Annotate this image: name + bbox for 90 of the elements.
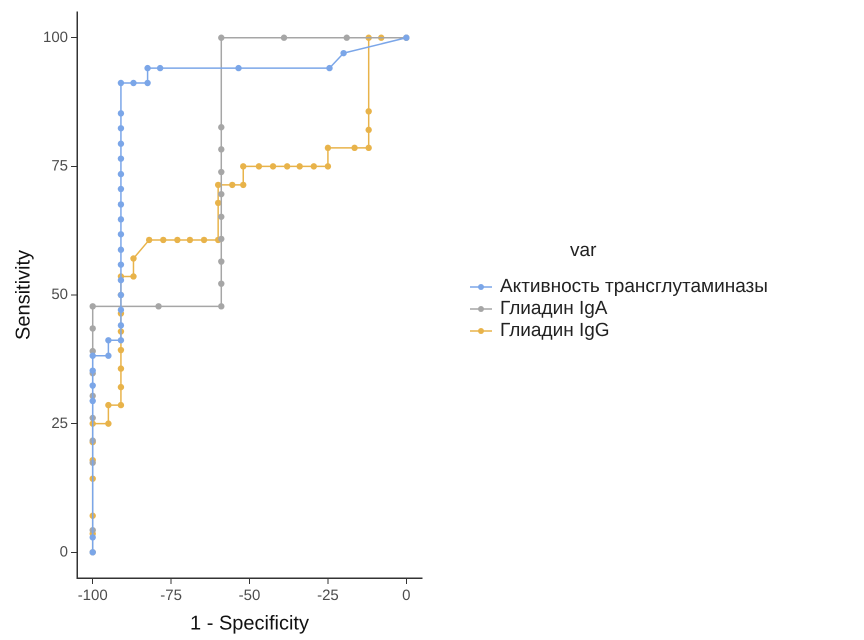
point [144,80,151,86]
point [118,337,124,344]
point [218,124,224,130]
point [296,163,303,170]
y-tick-label: 25 [51,414,68,432]
point [118,186,124,192]
point [200,236,208,244]
point [118,261,124,268]
point [280,34,288,41]
point [90,352,96,359]
x-tick-label: -25 [317,587,339,604]
legend-label: Глиадин IgG [500,320,610,342]
point [218,280,224,287]
point [90,534,96,541]
x-tick-label: -50 [238,587,260,604]
x-tick-label: -100 [78,587,108,604]
point [351,144,358,152]
point [90,398,96,404]
point [229,182,236,188]
point [118,170,124,178]
point [218,34,224,41]
x-axis-title: 1 - Specificity [190,612,309,635]
point [326,64,333,72]
point [118,201,124,208]
point [105,402,112,408]
point [118,110,124,117]
y-tick-label: 0 [60,543,68,560]
point [130,273,137,280]
point [130,255,137,262]
point [118,231,124,238]
legend-label: Глиадин IgA [500,298,608,320]
x-tick-label: 0 [402,587,410,604]
point [118,216,124,223]
point [90,367,96,374]
point [90,382,96,389]
point [270,163,276,170]
point [118,125,124,132]
y-tick-label: 75 [51,158,68,175]
point [118,80,124,86]
point [240,163,246,170]
point [156,64,164,72]
y-tick-label: 100 [42,28,68,46]
point [365,108,372,115]
y-axis-title: Sensitivity [12,250,35,340]
legend-label: Активность трансглутаминазы [500,276,768,298]
point [256,163,262,170]
point [90,303,96,310]
point [310,163,318,170]
point [144,64,151,72]
point [118,384,124,390]
point [218,190,224,198]
point [365,144,372,152]
point [214,200,222,206]
point [324,163,332,170]
x-tick-label: -75 [160,587,182,604]
point [218,258,224,265]
point [105,352,112,359]
point [160,236,166,244]
point [186,236,194,244]
point [284,163,290,170]
point [218,214,224,220]
point [118,246,124,253]
point [118,402,124,408]
point [365,126,372,134]
point [118,276,124,284]
point [118,346,124,354]
point [155,303,162,310]
point [146,236,152,244]
y-tick-label: 50 [51,286,68,304]
point [240,182,246,188]
point [235,64,242,72]
point [344,34,350,41]
point [105,337,112,344]
point [214,182,222,188]
point [218,236,224,242]
point [90,325,96,332]
point [218,168,224,176]
point [118,306,124,314]
point [118,365,124,372]
point [340,50,347,56]
point [118,155,124,162]
point [118,140,124,147]
point [218,303,224,310]
point [118,322,124,329]
point [174,236,181,244]
legend-title: var [570,240,598,262]
point [324,144,332,152]
point [130,80,137,86]
point [105,420,112,427]
point [218,146,224,153]
